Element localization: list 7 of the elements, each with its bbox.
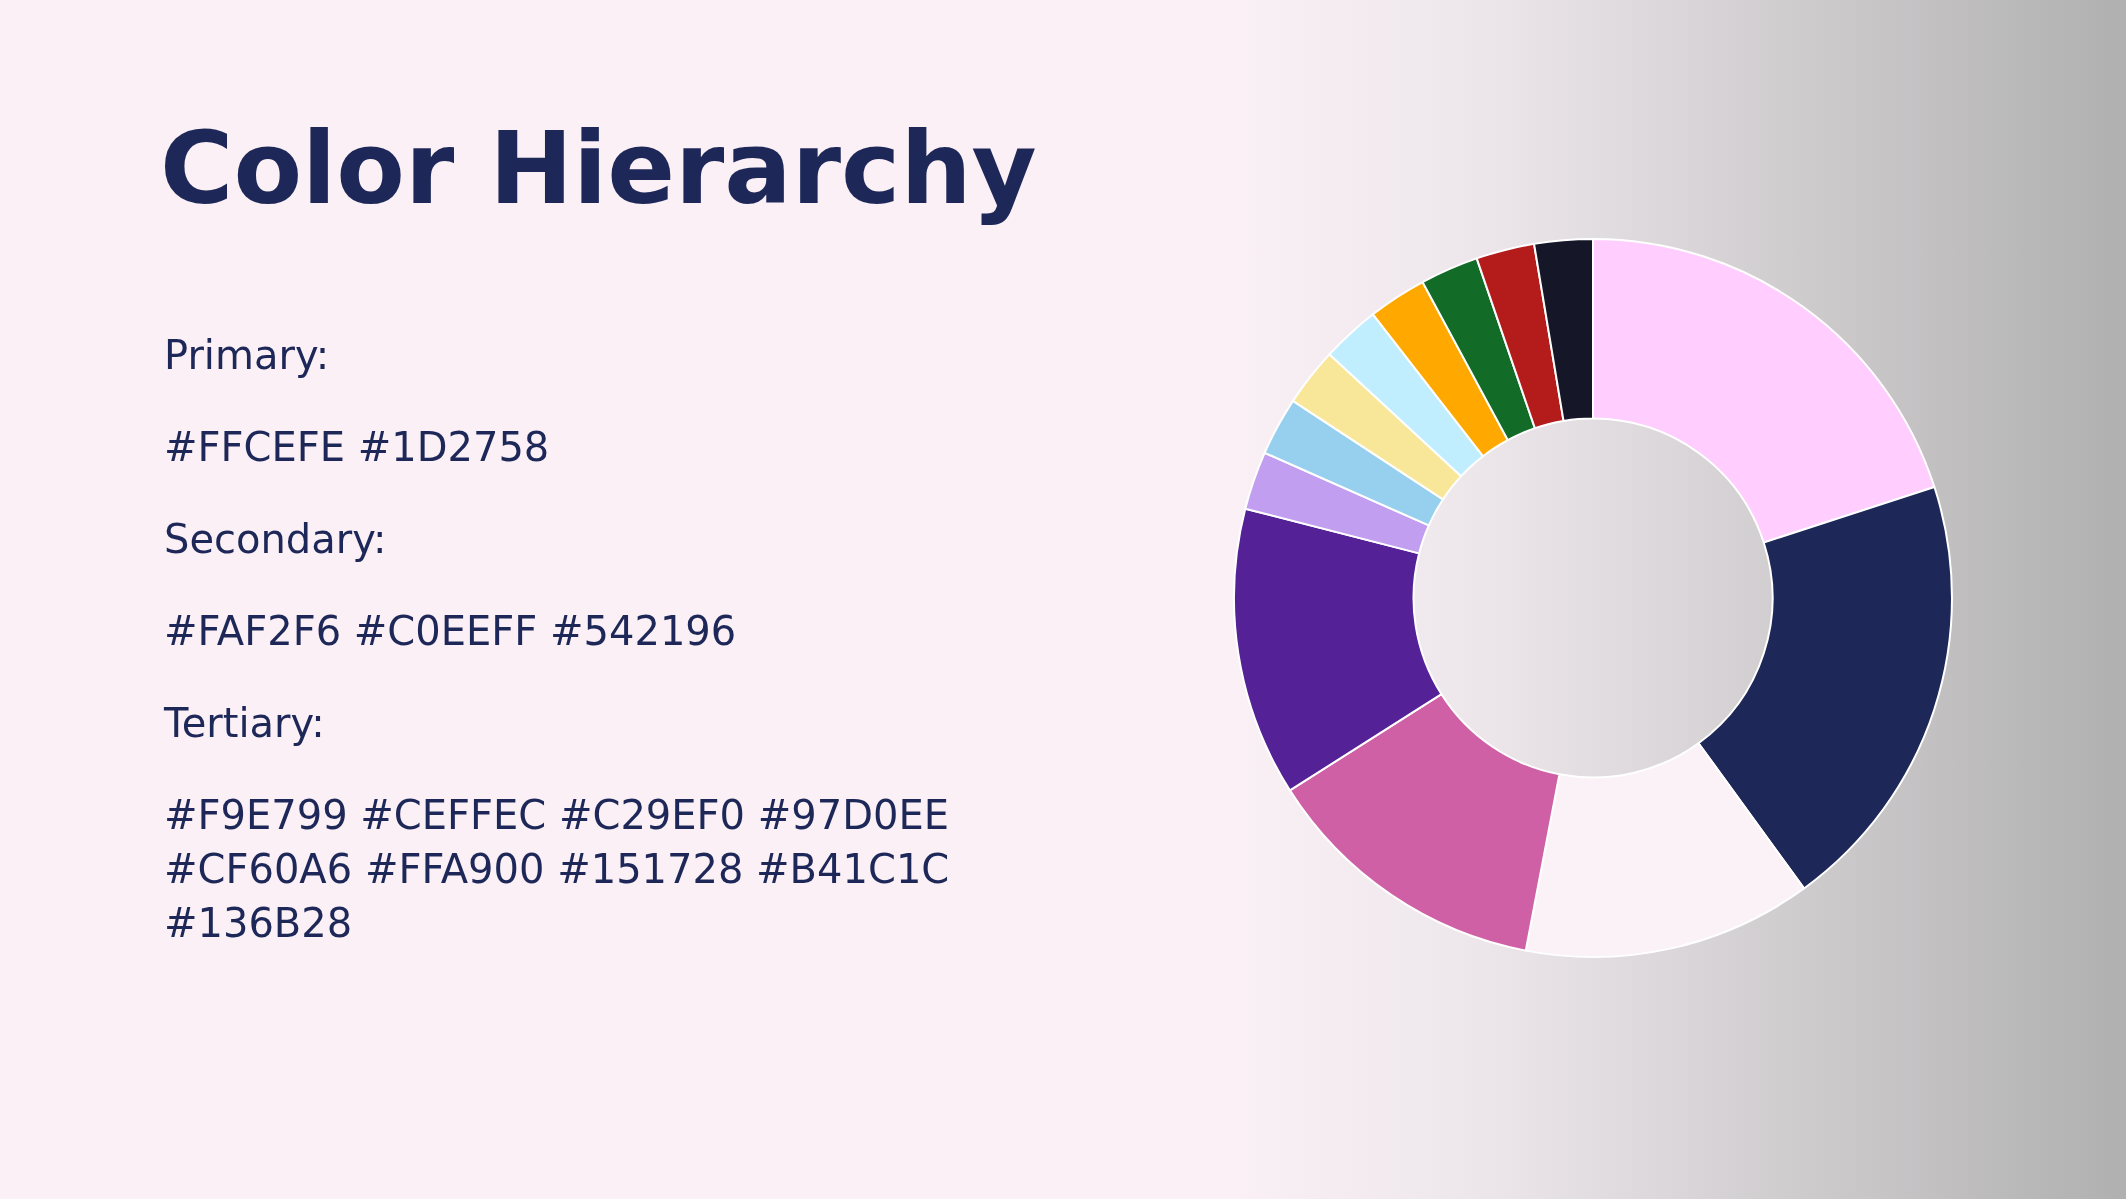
text: Secondary:	[164, 515, 388, 564]
text: #F9E799 #CEFFEC #C29EF0 #97D0EE #CF60A6 #FFA900 #151728 #B41C1C #136B28	[164, 791, 951, 948]
text: #FAF2F6 #C0EEFF #542196	[164, 607, 738, 656]
text: #FFCEFE #1D2758	[164, 423, 551, 472]
text: Primary:	[164, 331, 331, 380]
text: Tertiary:	[164, 699, 326, 748]
chart-title: Color Hierarchy	[160, 110, 1037, 227]
